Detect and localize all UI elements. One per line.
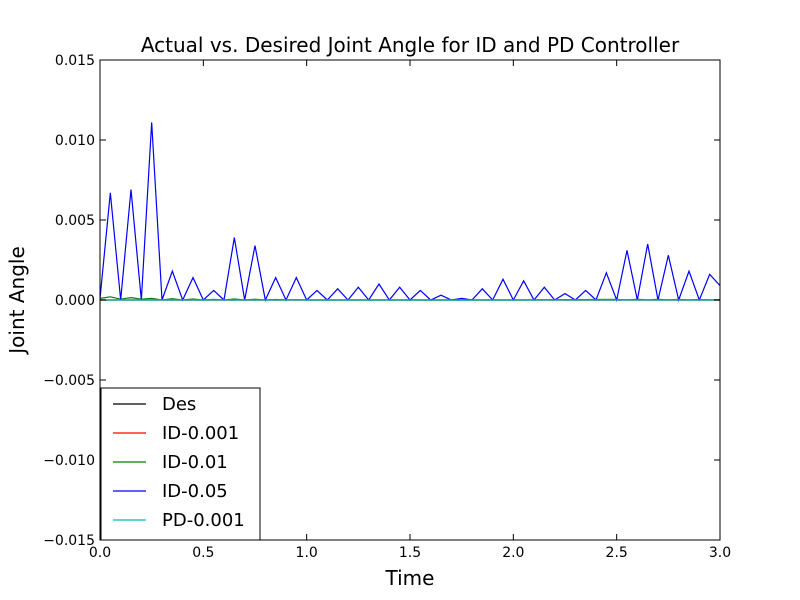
y-tick-label: −0.015 — [43, 533, 95, 549]
y-tick-label: 0.015 — [55, 53, 95, 69]
y-tick-label: −0.010 — [43, 453, 95, 469]
axis-ticks: 0.0 0.5 1.0 1.5 2.0 2.5 3.0 −0.015 −0.010 −0.005 0… — [43, 53, 731, 561]
legend-entry-label: ID-0.001 — [162, 423, 239, 444]
y-tick-label: 0.010 — [55, 133, 95, 149]
x-tick-label: 0.0 — [89, 545, 111, 561]
legend-entry-label: ID-0.01 — [162, 452, 228, 473]
x-tick-label: 0.5 — [192, 545, 214, 561]
legend-entry-label: ID-0.05 — [162, 481, 228, 502]
legend-entry-label: PD-0.001 — [162, 510, 245, 531]
x-tick-label: 1.0 — [296, 545, 318, 561]
y-tick-label: 0.000 — [55, 293, 95, 309]
x-tick-label: 3.0 — [709, 545, 731, 561]
y-tick-label: 0.005 — [55, 213, 95, 229]
x-tick-label: 2.5 — [606, 545, 628, 561]
series-lines — [100, 122, 720, 303]
x-tick-label: 1.5 — [399, 545, 421, 561]
legend-box — [100, 387, 261, 541]
legend-entry-label: Des — [162, 394, 196, 415]
legend: Des ID-0.001 ID-0.01 ID-0.05 PD-0.001 — [100, 387, 261, 541]
x-tick-label: 2.0 — [502, 545, 524, 561]
y-tick-label: −0.005 — [43, 373, 95, 389]
chart-title: Actual vs. Desired Joint Angle for ID an… — [141, 33, 680, 57]
y-axis-label: Joint Angle — [5, 246, 29, 355]
x-axis-label: Time — [385, 566, 435, 590]
